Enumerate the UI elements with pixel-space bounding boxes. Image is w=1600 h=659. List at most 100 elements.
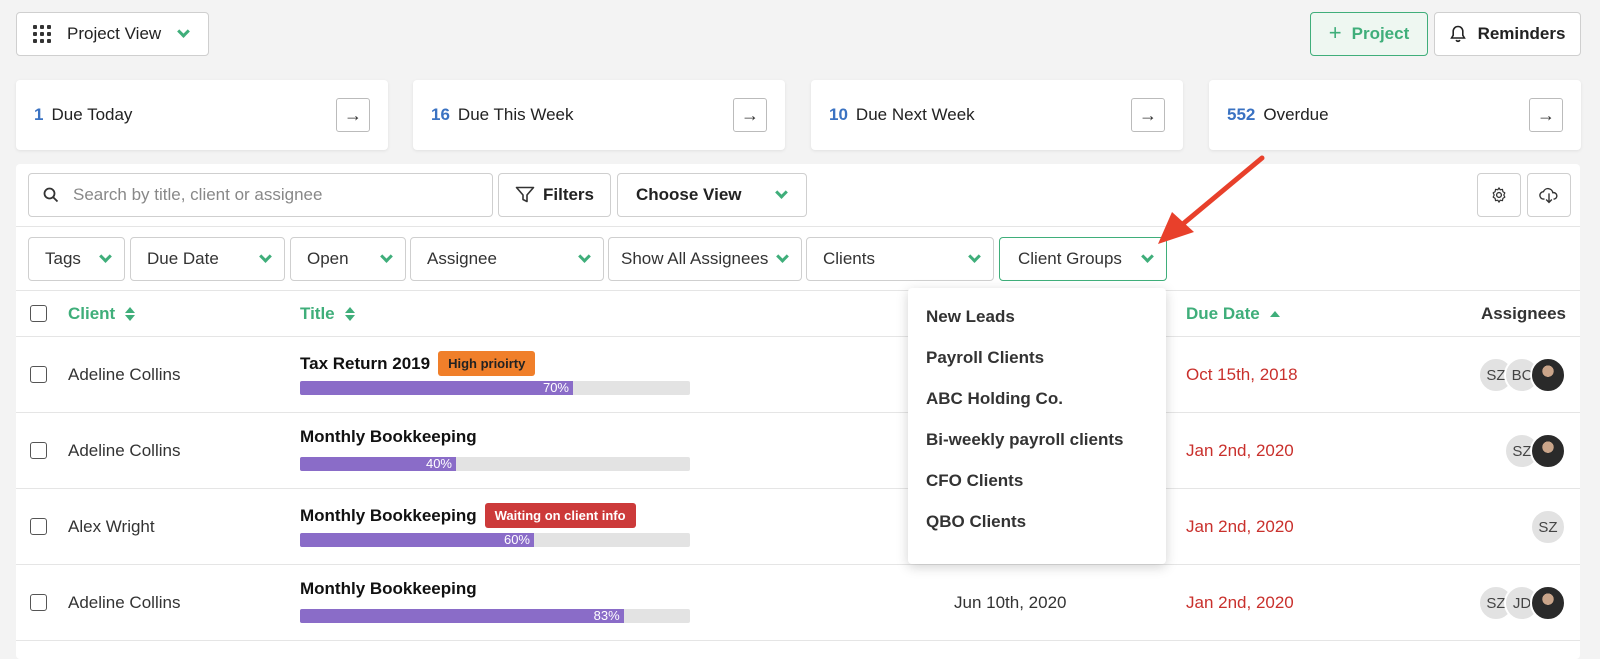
filter-due-date[interactable]: Due Date (130, 237, 285, 281)
assignee-avatars: SZ JD (1478, 585, 1566, 621)
chevron-down-icon (776, 250, 789, 263)
due-date: Oct 15th, 2018 (1186, 365, 1298, 384)
plus-icon: + (1328, 20, 1342, 45)
avatar[interactable]: SZ (1530, 509, 1566, 545)
search-box (28, 173, 493, 217)
client-name[interactable]: Alex Wright (68, 517, 155, 536)
filter-client-groups[interactable]: Client Groups (999, 237, 1167, 281)
client-name[interactable]: Adeline Collins (68, 365, 181, 384)
menu-item[interactable]: ABC Holding Co. (926, 388, 1063, 408)
settings-button[interactable] (1477, 173, 1521, 217)
choose-view-dropdown[interactable]: Choose View (617, 173, 807, 217)
chevron-down-icon (259, 250, 272, 263)
row-checkbox[interactable] (30, 594, 47, 611)
due-date: Jan 2nd, 2020 (1186, 441, 1294, 460)
stat-count: 552 (1227, 105, 1256, 124)
filter-label: Show All Assignees (621, 249, 769, 268)
stat-due-next-week: 10 Due Next Week → (811, 80, 1183, 150)
filter-icon (515, 186, 535, 203)
arrow-right-icon[interactable]: → (1529, 98, 1563, 132)
chevron-down-icon (968, 250, 981, 263)
gear-icon (1492, 187, 1506, 203)
table-row[interactable]: Adeline Collins Monthly Bookkeeping 83% … (16, 564, 1580, 640)
filter-label: Open (307, 249, 349, 268)
avatar-photo[interactable] (1530, 585, 1566, 621)
client-name[interactable]: Adeline Collins (68, 593, 181, 612)
reminders-label: Reminders (1477, 24, 1566, 43)
table-row[interactable]: Adeline Collins Monthly Bookkeeping 40% … (16, 412, 1580, 488)
grid-icon (33, 25, 51, 43)
column-header-title[interactable]: Title (300, 304, 355, 324)
menu-item[interactable]: Payroll Clients (926, 347, 1045, 367)
projects-panel: Filters Choose View Tags Due Date Open A… (16, 164, 1580, 659)
filter-tags[interactable]: Tags (28, 237, 125, 281)
filters-label: Filters (542, 185, 595, 204)
stat-due-this-week: 16 Due This Week → (413, 80, 785, 150)
stat-count: 10 (829, 105, 848, 124)
menu-item[interactable]: QBO Clients (926, 511, 1027, 531)
project-title-text: Monthly Bookkeeping (300, 579, 477, 598)
progress-bar: 40% (300, 457, 690, 471)
progress-bar: 60% (300, 533, 690, 547)
arrow-right-icon[interactable]: → (336, 98, 370, 132)
priority-badge: High prioirty (438, 351, 536, 376)
table-row[interactable]: Adeline Collins Tax Return 2019 High pri… (16, 336, 1580, 412)
filter-status[interactable]: Open (290, 237, 406, 281)
stat-label: Due Next Week (855, 105, 975, 124)
filter-label: Client Groups (1018, 249, 1122, 268)
filter-label: Clients (823, 249, 875, 268)
download-button[interactable] (1527, 173, 1571, 217)
search-input[interactable] (73, 185, 473, 205)
progress-fill: 70% (300, 381, 573, 395)
column-header-client[interactable]: Client (68, 304, 136, 324)
arrow-right-icon[interactable]: → (1131, 98, 1165, 132)
menu-item[interactable]: CFO Clients (926, 470, 1024, 490)
chevron-down-icon (1141, 250, 1154, 263)
project-view-dropdown[interactable]: Project View (16, 12, 209, 56)
client-name[interactable]: Adeline Collins (68, 441, 181, 460)
select-all-checkbox[interactable] (30, 305, 47, 322)
chevron-down-icon (775, 186, 788, 199)
row-checkbox[interactable] (30, 366, 47, 383)
row-checkbox[interactable] (30, 518, 47, 535)
progress-fill: 83% (300, 609, 624, 623)
table-row[interactable]: Alex Wright Monthly Bookkeeping Waiting … (16, 488, 1580, 564)
search-icon (43, 187, 59, 203)
annotation-arrow-icon (1158, 155, 1265, 244)
filter-show-all-assignees[interactable]: Show All Assignees (608, 237, 802, 281)
arrow-right-icon[interactable]: → (733, 98, 767, 132)
progress-bar: 83% (300, 609, 690, 623)
chevron-down-icon (177, 25, 191, 38)
column-header-label: Due Date (1186, 304, 1260, 323)
filter-label: Assignee (427, 249, 497, 268)
chevron-down-icon (578, 250, 591, 263)
due-date: Jan 2nd, 2020 (1186, 593, 1294, 612)
sort-icon (125, 307, 136, 321)
menu-item[interactable]: New Leads (926, 306, 1015, 326)
filters-button[interactable]: Filters (498, 173, 611, 217)
divider (16, 290, 1580, 291)
stat-label: Due This Week (457, 105, 574, 124)
project-title-text: Monthly Bookkeeping (300, 505, 477, 525)
avatar-photo[interactable] (1530, 433, 1566, 469)
stat-label: Due Today (51, 105, 133, 124)
filter-clients[interactable]: Clients (806, 237, 994, 281)
column-header-due-date[interactable]: Due Date (1186, 304, 1280, 324)
add-project-label: Project (1351, 24, 1410, 43)
bell-icon (1449, 25, 1466, 43)
project-title[interactable]: Monthly Bookkeeping (300, 579, 477, 599)
stat-count: 16 (431, 105, 450, 124)
filter-label: Due Date (147, 249, 219, 268)
reminders-button[interactable]: Reminders (1434, 12, 1581, 56)
add-project-button[interactable]: + Project (1310, 12, 1428, 56)
project-title[interactable]: Monthly Bookkeeping (300, 427, 477, 447)
stat-label: Overdue (1263, 105, 1329, 124)
project-title[interactable]: Monthly Bookkeeping Waiting on client in… (300, 503, 636, 528)
progress-fill: 60% (300, 533, 534, 547)
table-row (16, 640, 1580, 659)
row-checkbox[interactable] (30, 442, 47, 459)
menu-item[interactable]: Bi-weekly payroll clients (926, 429, 1124, 449)
filter-assignee[interactable]: Assignee (410, 237, 604, 281)
project-title[interactable]: Tax Return 2019 High prioirty (300, 351, 536, 376)
avatar-photo[interactable] (1530, 357, 1566, 393)
